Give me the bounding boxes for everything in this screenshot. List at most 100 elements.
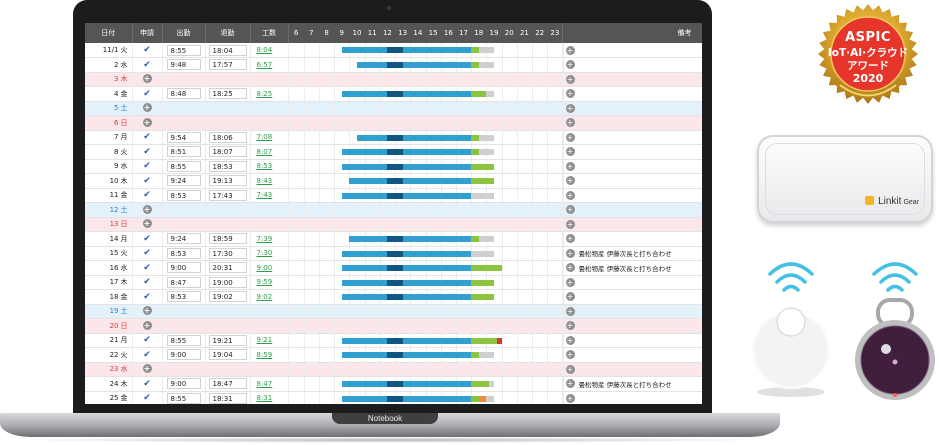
- apply-check-icon[interactable]: ✔: [132, 43, 163, 58]
- clock-out-value[interactable]: 18:04: [208, 44, 247, 56]
- add-icon[interactable]: +: [142, 364, 152, 374]
- work-hours-link[interactable]: [250, 318, 289, 334]
- work-hours-link[interactable]: [250, 217, 289, 232]
- clock-out-value[interactable]: 18:06: [208, 131, 247, 143]
- work-hours-link[interactable]: 8:04: [250, 43, 289, 58]
- clock-in-value[interactable]: 9:24: [166, 175, 201, 187]
- apply-check-icon[interactable]: ✔: [132, 275, 163, 290]
- clock-out-value[interactable]: 19:04: [208, 349, 247, 361]
- add-note-icon[interactable]: +: [565, 364, 575, 374]
- work-hours-link[interactable]: 8:53: [250, 159, 289, 174]
- clock-in-value[interactable]: 8:51: [166, 146, 201, 158]
- work-hours-link[interactable]: 7:30: [250, 246, 289, 261]
- clock-out-value[interactable]: 17:43: [208, 189, 247, 201]
- clock-in-value[interactable]: 9:00: [166, 262, 201, 274]
- work-hours-link[interactable]: 9:02: [250, 289, 289, 305]
- work-hours-link[interactable]: 9:59: [250, 275, 289, 290]
- clock-in-value[interactable]: 9:00: [166, 349, 201, 361]
- apply-check-icon[interactable]: ✔: [132, 246, 163, 261]
- work-hours-link[interactable]: [250, 304, 289, 319]
- add-note-icon[interactable]: +: [565, 147, 575, 157]
- add-icon[interactable]: +: [142, 219, 152, 229]
- clock-out-value[interactable]: 18:53: [208, 160, 247, 172]
- apply-cell[interactable]: +: [132, 202, 163, 218]
- clock-in-value[interactable]: 8:47: [166, 276, 201, 288]
- apply-check-icon[interactable]: ✔: [132, 130, 163, 145]
- clock-out-value[interactable]: 17:30: [208, 247, 247, 259]
- clock-in-value[interactable]: 8:53: [166, 189, 201, 201]
- work-hours-link[interactable]: [250, 115, 289, 131]
- work-hours-link[interactable]: [250, 72, 289, 87]
- add-note-icon[interactable]: +: [565, 263, 575, 273]
- add-note-icon[interactable]: +: [565, 379, 575, 389]
- add-note-icon[interactable]: +: [565, 277, 575, 287]
- add-note-icon[interactable]: +: [565, 132, 575, 142]
- add-note-icon[interactable]: +: [565, 321, 575, 331]
- add-note-icon[interactable]: +: [565, 161, 575, 171]
- work-hours-link[interactable]: 8:07: [250, 144, 289, 160]
- add-icon[interactable]: +: [142, 204, 152, 214]
- apply-check-icon[interactable]: ✔: [132, 188, 163, 203]
- apply-check-icon[interactable]: ✔: [132, 231, 163, 247]
- add-note-icon[interactable]: +: [565, 74, 575, 84]
- clock-out-value[interactable]: 19:21: [208, 334, 247, 346]
- clock-in-value[interactable]: 8:53: [166, 247, 201, 259]
- work-hours-link[interactable]: [250, 202, 289, 218]
- clock-in-value[interactable]: 8:55: [166, 392, 201, 404]
- apply-check-icon[interactable]: ✔: [132, 86, 163, 102]
- add-note-icon[interactable]: +: [565, 118, 575, 128]
- add-note-icon[interactable]: +: [565, 205, 575, 215]
- clock-in-value[interactable]: 9:24: [166, 233, 201, 245]
- clock-in-value[interactable]: 9:54: [166, 131, 201, 143]
- clock-out-value[interactable]: 18:31: [208, 392, 247, 404]
- apply-check-icon[interactable]: ✔: [132, 144, 163, 160]
- clock-out-value[interactable]: 18:07: [208, 146, 247, 158]
- add-note-icon[interactable]: +: [565, 393, 575, 403]
- apply-cell[interactable]: +: [132, 217, 163, 232]
- add-note-icon[interactable]: +: [565, 176, 575, 186]
- add-note-icon[interactable]: +: [565, 45, 575, 55]
- apply-check-icon[interactable]: ✔: [132, 347, 163, 363]
- work-hours-link[interactable]: 7:39: [250, 231, 289, 247]
- clock-out-value[interactable]: 18:59: [208, 233, 247, 245]
- clock-out-value[interactable]: 19:00: [208, 276, 247, 288]
- add-icon[interactable]: +: [142, 306, 152, 316]
- work-hours-link[interactable]: 9:00: [250, 260, 289, 276]
- work-hours-link[interactable]: 6:57: [250, 57, 289, 73]
- clock-out-value[interactable]: 20:31: [208, 262, 247, 274]
- add-note-icon[interactable]: +: [565, 248, 575, 258]
- apply-check-icon[interactable]: ✔: [132, 289, 163, 305]
- apply-cell[interactable]: +: [132, 304, 163, 319]
- apply-check-icon[interactable]: ✔: [132, 260, 163, 276]
- add-icon[interactable]: +: [142, 117, 152, 127]
- add-icon[interactable]: +: [142, 74, 152, 84]
- apply-cell[interactable]: +: [132, 72, 163, 87]
- work-hours-link[interactable]: 8:31: [250, 391, 289, 404]
- add-note-icon[interactable]: +: [565, 190, 575, 200]
- clock-out-value[interactable]: 19:02: [208, 291, 247, 303]
- clock-out-value[interactable]: 19:13: [208, 175, 247, 187]
- clock-in-value[interactable]: 8:55: [166, 44, 201, 56]
- clock-in-value[interactable]: 8:55: [166, 334, 201, 346]
- work-hours-link[interactable]: 9:21: [250, 333, 289, 348]
- apply-check-icon[interactable]: ✔: [132, 376, 163, 392]
- clock-in-value[interactable]: 8:48: [166, 88, 201, 100]
- apply-check-icon[interactable]: ✔: [132, 159, 163, 174]
- apply-check-icon[interactable]: ✔: [132, 173, 163, 189]
- work-hours-link[interactable]: 8:25: [250, 86, 289, 102]
- apply-check-icon[interactable]: ✔: [132, 391, 163, 404]
- add-note-icon[interactable]: +: [565, 306, 575, 316]
- work-hours-link[interactable]: [250, 101, 289, 116]
- apply-check-icon[interactable]: ✔: [132, 333, 163, 348]
- clock-in-value[interactable]: 9:48: [166, 59, 201, 71]
- apply-check-icon[interactable]: ✔: [132, 57, 163, 73]
- apply-cell[interactable]: +: [132, 115, 163, 131]
- apply-cell[interactable]: +: [132, 318, 163, 334]
- clock-in-value[interactable]: 9:00: [166, 378, 201, 390]
- work-hours-link[interactable]: 8:59: [250, 347, 289, 363]
- add-note-icon[interactable]: +: [565, 292, 575, 302]
- clock-in-value[interactable]: 8:53: [166, 291, 201, 303]
- add-note-icon[interactable]: +: [565, 103, 575, 113]
- apply-cell[interactable]: +: [132, 101, 163, 116]
- clock-out-value[interactable]: 18:25: [208, 88, 247, 100]
